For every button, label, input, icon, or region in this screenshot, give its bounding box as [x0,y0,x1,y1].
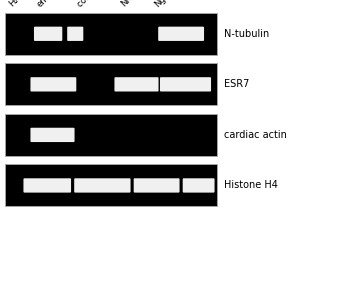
Text: cardiac actin: cardiac actin [224,130,287,140]
Bar [5,114,217,156]
FancyBboxPatch shape [30,77,76,91]
Text: Histone H4: Histone H4 [224,180,278,191]
FancyBboxPatch shape [114,77,159,91]
FancyBboxPatch shape [183,178,215,193]
Bar [5,63,217,105]
FancyBboxPatch shape [158,27,204,41]
FancyBboxPatch shape [23,178,71,193]
Text: N-tubulin: N-tubulin [224,29,269,39]
Bar [5,13,217,55]
Text: NICD: NICD [120,0,141,9]
Text: control caps: control caps [76,0,119,9]
Text: embryo: embryo [36,0,65,9]
FancyBboxPatch shape [134,178,180,193]
Text: H₂O: H₂O [8,0,26,9]
FancyBboxPatch shape [74,178,131,193]
FancyBboxPatch shape [160,77,211,91]
Bar [5,164,217,206]
FancyBboxPatch shape [67,27,83,41]
FancyBboxPatch shape [34,27,62,41]
Text: ESR7: ESR7 [224,79,249,89]
FancyBboxPatch shape [30,128,75,142]
Text: Ngn: Ngn [153,0,172,9]
